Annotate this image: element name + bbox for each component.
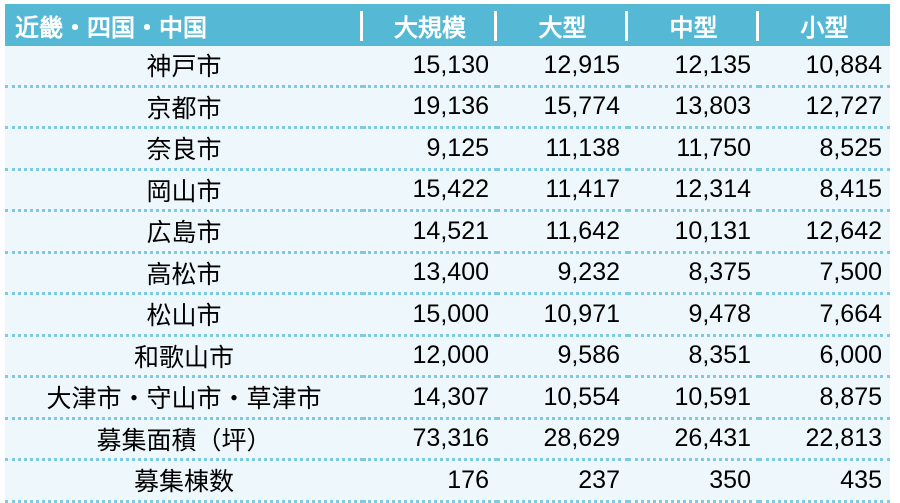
table-row: 広島市 14,521 11,642 10,131 12,642 — [5, 210, 890, 254]
row-value: 7,500 — [759, 252, 890, 295]
row-value: 14,521 — [363, 210, 497, 254]
row-value: 12,314 — [628, 169, 759, 212]
row-value: 12,000 — [363, 335, 497, 378]
table-row: 和歌山市 12,000 9,586 8,351 6,000 — [5, 335, 890, 378]
row-value: 237 — [497, 459, 628, 503]
row-value: 15,422 — [363, 169, 497, 212]
table-body: 神戸市 15,130 12,915 12,135 10,884 京都市 19,136 15,7… — [5, 46, 890, 503]
row-label: 岡山市 — [5, 169, 363, 212]
table-row: 募集面積（坪） 73,316 28,629 26,431 22,813 — [5, 418, 890, 461]
row-value: 73,316 — [363, 418, 497, 461]
row-value: 10,884 — [759, 46, 890, 88]
row-value: 8,525 — [759, 127, 890, 171]
row-value: 10,971 — [497, 293, 628, 337]
rent-table: 近畿・四国・中国 大規模 大型 中型 小型 神戸市 15,130 12,915 12,… — [5, 4, 890, 503]
row-value: 8,375 — [628, 252, 759, 295]
row-value: 12,915 — [497, 46, 628, 88]
row-value: 9,586 — [497, 335, 628, 378]
table-row: 高松市 13,400 9,232 8,375 7,500 — [5, 252, 890, 295]
header-medium: 中型 — [628, 4, 759, 46]
row-value: 19,136 — [363, 86, 497, 129]
row-value: 28,629 — [497, 418, 628, 461]
row-label: 奈良市 — [5, 127, 363, 171]
row-value: 15,130 — [363, 46, 497, 88]
row-label: 神戸市 — [5, 46, 363, 88]
table-row: 奈良市 9,125 11,138 11,750 8,525 — [5, 127, 890, 171]
row-value: 7,664 — [759, 293, 890, 337]
table-row: 京都市 19,136 15,774 13,803 12,727 — [5, 86, 890, 129]
table-row: 神戸市 15,130 12,915 12,135 10,884 — [5, 46, 890, 88]
header-small-label: 小型 — [800, 13, 849, 42]
header-region-label: 近畿・四国・中国 — [15, 13, 207, 42]
row-label: 高松市 — [5, 252, 363, 295]
row-value: 22,813 — [759, 418, 890, 461]
header-region: 近畿・四国・中国 — [5, 4, 363, 46]
table-row: 松山市 15,000 10,971 9,478 7,664 — [5, 293, 890, 337]
row-value: 12,727 — [759, 86, 890, 129]
header-separator — [360, 11, 363, 41]
row-value: 8,351 — [628, 335, 759, 378]
row-value: 350 — [628, 459, 759, 503]
row-value: 14,307 — [363, 376, 497, 420]
row-value: 9,125 — [363, 127, 497, 171]
row-value: 8,875 — [759, 376, 890, 420]
header-separator — [756, 11, 759, 41]
row-label: 募集棟数 — [5, 459, 363, 503]
header-separator — [625, 11, 628, 41]
row-value: 10,554 — [497, 376, 628, 420]
header-large-label: 大型 — [538, 13, 587, 42]
row-value: 11,750 — [628, 127, 759, 171]
table-row: 募集棟数 176 237 350 435 — [5, 459, 890, 503]
row-value: 15,000 — [363, 293, 497, 337]
row-value: 11,417 — [497, 169, 628, 212]
row-value: 15,774 — [497, 86, 628, 129]
header-medium-label: 中型 — [669, 13, 718, 42]
row-label: 大津市・守山市・草津市 — [5, 376, 363, 420]
row-label: 松山市 — [5, 293, 363, 337]
header-large: 大型 — [497, 4, 628, 46]
row-label: 京都市 — [5, 86, 363, 129]
row-value: 10,591 — [628, 376, 759, 420]
row-value: 13,400 — [363, 252, 497, 295]
row-label: 広島市 — [5, 210, 363, 254]
row-value: 12,642 — [759, 210, 890, 254]
row-value: 8,415 — [759, 169, 890, 212]
table-row: 岡山市 15,422 11,417 12,314 8,415 — [5, 169, 890, 212]
row-value: 9,478 — [628, 293, 759, 337]
row-value: 9,232 — [497, 252, 628, 295]
row-value: 12,135 — [628, 46, 759, 88]
row-value: 13,803 — [628, 86, 759, 129]
header-extra-large-label: 大規模 — [394, 13, 466, 42]
row-value: 6,000 — [759, 335, 890, 378]
row-label: 和歌山市 — [5, 335, 363, 378]
row-value: 176 — [363, 459, 497, 503]
row-label: 募集面積（坪） — [5, 418, 363, 461]
header-separator — [494, 11, 497, 41]
row-value: 435 — [759, 459, 890, 503]
header-extra-large: 大規模 — [363, 4, 497, 46]
header-row: 近畿・四国・中国 大規模 大型 中型 小型 — [5, 4, 890, 46]
row-value: 11,642 — [497, 210, 628, 254]
header-small: 小型 — [759, 4, 890, 46]
row-value: 11,138 — [497, 127, 628, 171]
rent-table-container: 近畿・四国・中国 大規模 大型 中型 小型 神戸市 15,130 12,915 12,… — [5, 4, 890, 503]
row-value: 10,131 — [628, 210, 759, 254]
row-value: 26,431 — [628, 418, 759, 461]
table-row: 大津市・守山市・草津市 14,307 10,554 10,591 8,875 — [5, 376, 890, 420]
